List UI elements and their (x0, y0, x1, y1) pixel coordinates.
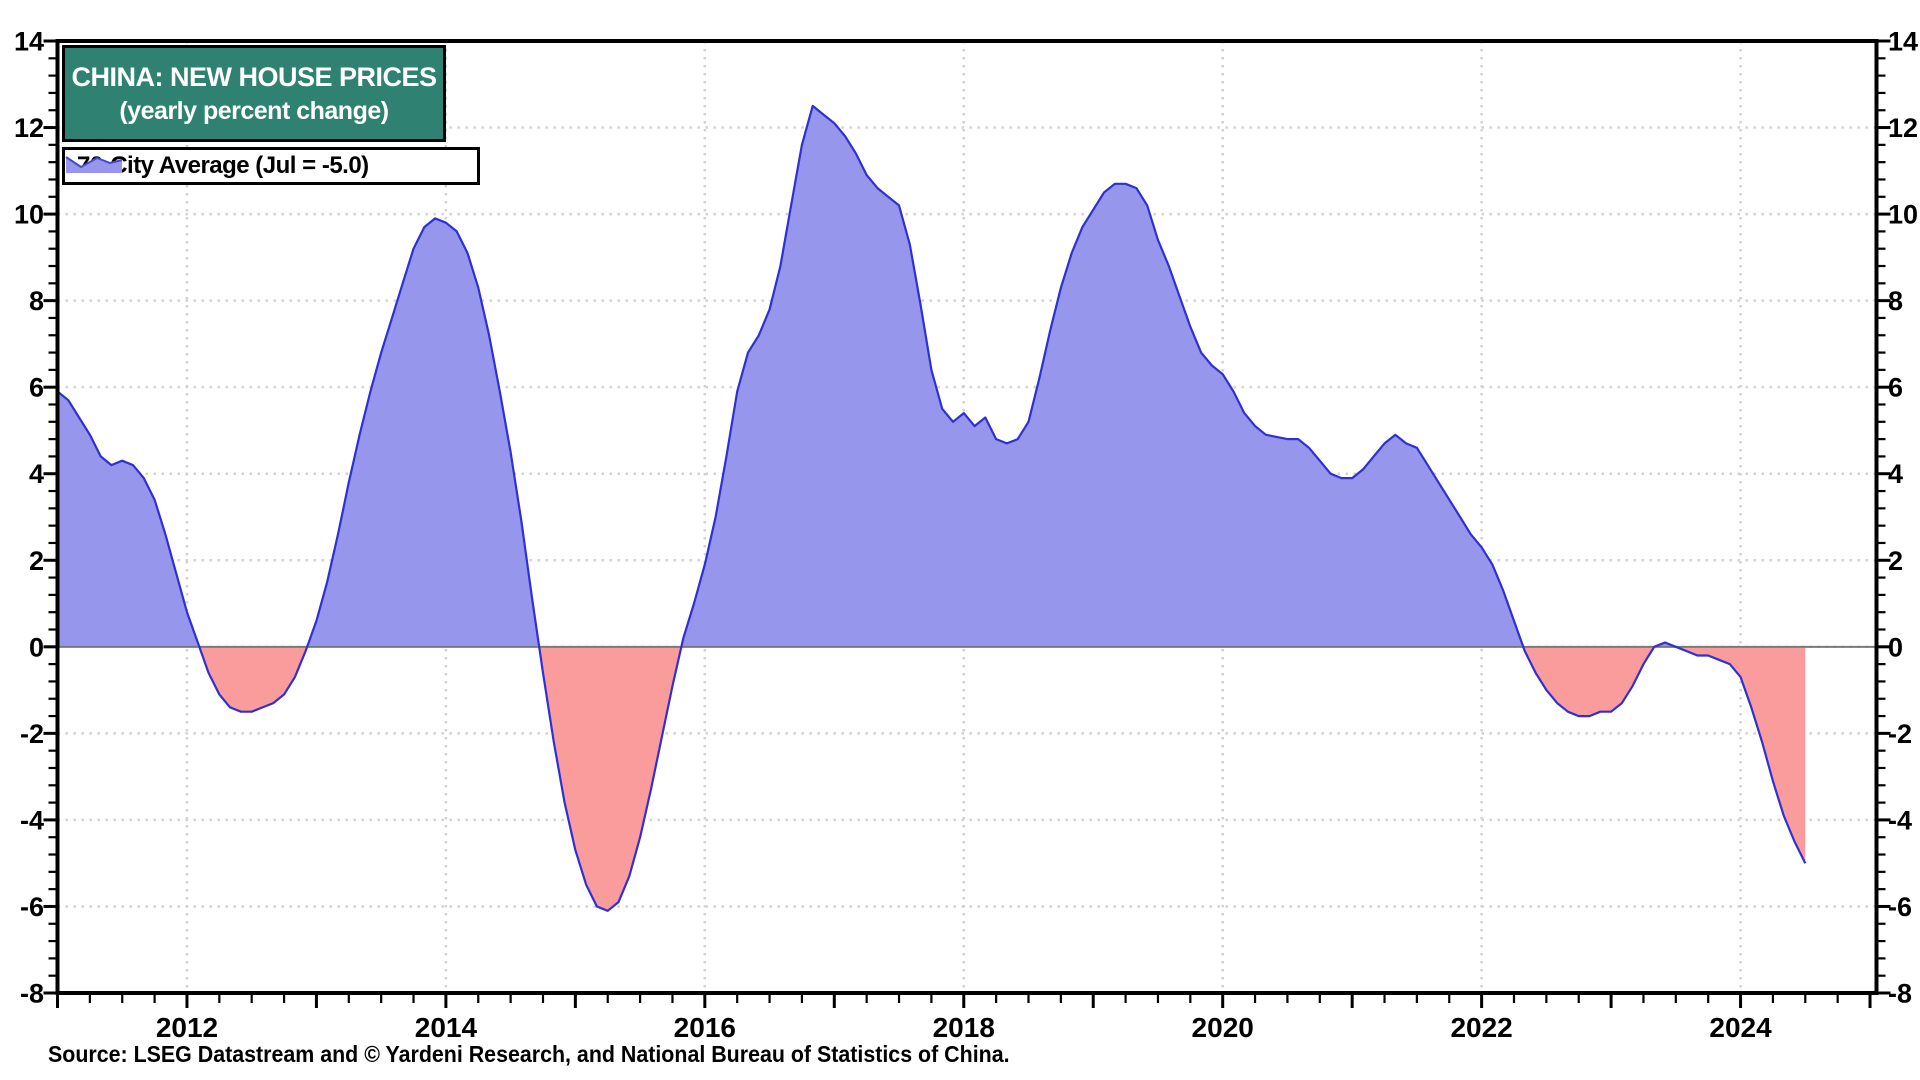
y-axis-tick-label: -4 (1888, 805, 1912, 835)
x-axis-tick-label: 2012 (156, 1012, 218, 1043)
y-axis-tick-label: 0 (29, 632, 44, 662)
y-axis-tick-label: 12 (14, 113, 44, 143)
chart-subtitle: (yearly percent change) (119, 97, 389, 126)
x-axis-tick-label: 2018 (933, 1012, 995, 1043)
y-axis-tick-label: 12 (1888, 113, 1918, 143)
y-axis-tick-label: 4 (1888, 459, 1903, 489)
y-axis-tick-label: 14 (14, 27, 44, 57)
y-axis-tick-label: -2 (1888, 719, 1912, 749)
x-axis: 2012 2014 2016 2018 2020 2022 2024 (56, 995, 1872, 1043)
y-axes: 14 14 12 12 10 10 8 8 6 6 4 4 2 2 0 0 -2 -2 -4 -4 -6 -6 -8 -8 (14, 27, 1918, 1009)
y-axis-tick-label: 0 (1888, 632, 1903, 662)
legend-box: 70-City Average (Jul = -5.0) (62, 147, 480, 185)
gridlines (57, 41, 1877, 993)
y-axis-tick-label: 8 (1888, 286, 1903, 316)
x-axis-tick-label: 2020 (1192, 1012, 1254, 1043)
area-negative (199, 646, 1806, 911)
y-axis-tick-label: 10 (14, 200, 44, 230)
x-axis-tick-label: 2022 (1450, 1012, 1512, 1043)
y-axis-tick-label: 6 (29, 373, 44, 403)
source-note: Source: LSEG Datastream and © Yardeni Re… (48, 1041, 1010, 1067)
x-axis-tick-label: 2014 (415, 1012, 478, 1043)
x-axis-tick-label: 2024 (1709, 1012, 1772, 1043)
y-axis-tick-label: 8 (29, 286, 44, 316)
y-axis-tick-label: 4 (29, 459, 44, 489)
legend-label: 70-City Average (Jul = -5.0) (77, 152, 369, 179)
plot-frame (55, 39, 1879, 995)
area-chart-swatch-icon (65, 156, 123, 173)
y-axis-tick-label: 2 (1888, 546, 1903, 576)
x-axis-tick-label: 2016 (674, 1012, 736, 1043)
y-axis-tick-label: -4 (20, 805, 44, 835)
area-positive (57, 105, 1806, 647)
y-axis-tick-label: 2 (29, 546, 44, 576)
chart-title: CHINA: NEW HOUSE PRICES (71, 62, 437, 93)
title-box: CHINA: NEW HOUSE PRICES (yearly percent … (62, 45, 446, 142)
y-axis-tick-label: -8 (1888, 979, 1912, 1009)
y-axis-tick-label: 14 (1888, 27, 1918, 57)
y-axis-tick-label: -6 (20, 892, 44, 922)
y-axis-tick-label: 6 (1888, 373, 1903, 403)
y-axis-tick-label: -6 (1888, 892, 1912, 922)
y-axis-tick-label: 10 (1888, 200, 1918, 230)
y-axis-tick-label: -8 (20, 979, 44, 1009)
series-area (57, 105, 1806, 911)
y-axis-tick-label: -2 (20, 719, 44, 749)
series-line (56, 104, 1807, 912)
